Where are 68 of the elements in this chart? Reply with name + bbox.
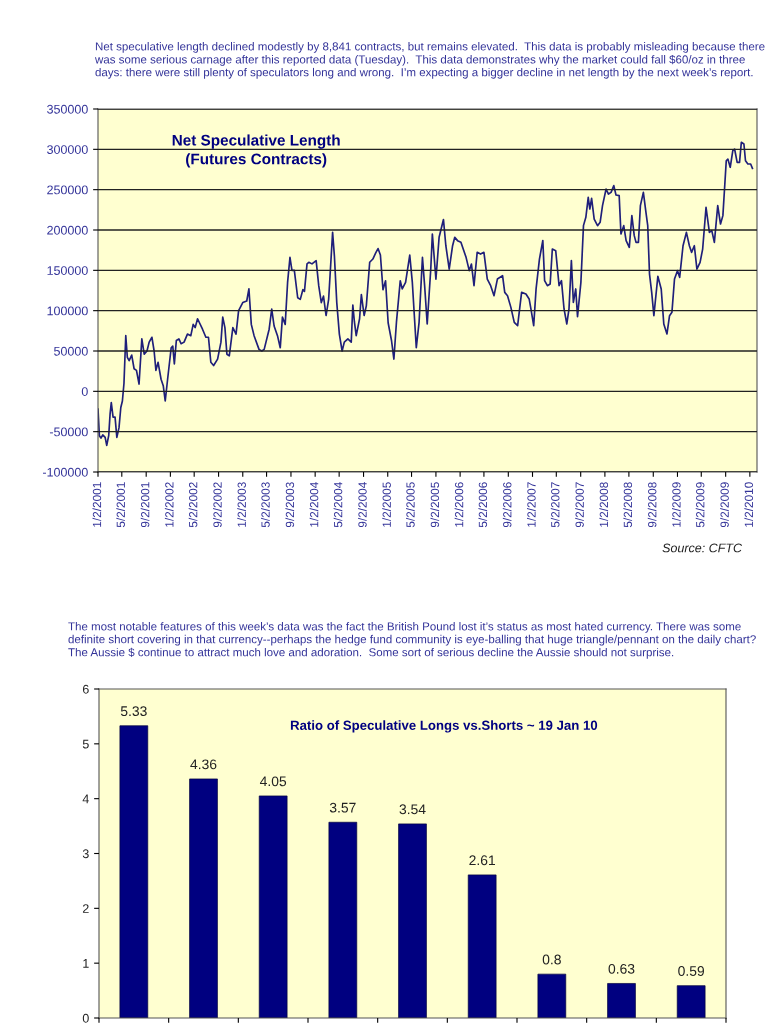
data-label: 0.8 bbox=[542, 954, 561, 965]
x-tick-label: 5/2/2007 bbox=[550, 482, 560, 528]
bar bbox=[189, 778, 218, 1018]
y-tick-label: 2 bbox=[82, 904, 89, 913]
x-tick-label: 5/2/2009 bbox=[695, 482, 705, 528]
x-tick-label: 5/2/2008 bbox=[623, 482, 633, 528]
x-tick-label: 9/2/2001 bbox=[140, 482, 150, 528]
bar bbox=[467, 874, 497, 1018]
x-tick-label: 5/2/2003 bbox=[261, 482, 270, 528]
data-label: 0.63 bbox=[608, 963, 635, 974]
x-tick-label: 9/2/2008 bbox=[647, 482, 657, 528]
y-tick-label: 4 bbox=[82, 794, 89, 804]
bar bbox=[119, 725, 149, 1018]
y-tick-label: 0 bbox=[82, 1013, 89, 1023]
y-tick-label: -100000 bbox=[42, 467, 88, 477]
x-tick-label: 5/2/2006 bbox=[478, 482, 488, 528]
source-note: Source: CFTC bbox=[662, 543, 743, 553]
text: The most notable features of this week’s data was the fact the British Pound lost it’s status as most hated currency. There was some definite short covering in that currency--perhaps the hedge fund community is eye-balling that huge triangle/pennant on the daily chart? The Aussie $ continue to attract much love and adoration. Some sort of serious decline the Aussie should not surprise. bbox=[68, 622, 756, 659]
x-tick-label: 1/2/2004 bbox=[309, 482, 319, 527]
x-tick-label: 1/2/2002 bbox=[164, 482, 174, 527]
x-tick-label: 1/2/2008 bbox=[599, 482, 609, 527]
x-tick-label: 1/2/2007 bbox=[527, 482, 536, 527]
x-tick-label: 5/2/2005 bbox=[406, 482, 415, 528]
data-label: 2.61 bbox=[469, 855, 496, 866]
bar bbox=[328, 821, 358, 1018]
data-label: 4.05 bbox=[259, 776, 287, 787]
bar bbox=[537, 973, 567, 1018]
data-label: 3.57 bbox=[329, 802, 356, 813]
x-tick-label: 5/2/2001 bbox=[116, 482, 125, 528]
x-tick-label: 1/2/2009 bbox=[671, 482, 681, 527]
y-tick-label: 250000 bbox=[47, 185, 88, 195]
data-label: 4.36 bbox=[190, 759, 217, 770]
x-tick-label: 1/2/2001 bbox=[92, 482, 102, 527]
bar bbox=[258, 795, 288, 1018]
bar bbox=[676, 985, 706, 1018]
x-tick-label: 1/2/2003 bbox=[237, 482, 246, 527]
text: Net Speculative Length (Futures Contracts) bbox=[172, 134, 340, 168]
data-label: 3.54 bbox=[399, 804, 426, 815]
data-label: 5.33 bbox=[120, 706, 147, 717]
text: Ratio of Speculative Longs vs.Shorts ~ 19 Jan 10 bbox=[290, 720, 598, 733]
bar bbox=[607, 983, 636, 1018]
x-tick-label: 5/2/2004 bbox=[333, 482, 343, 528]
y-tick-label: 50000 bbox=[54, 346, 88, 356]
y-tick-label: 6 bbox=[82, 684, 89, 694]
y-tick-label: -50000 bbox=[49, 427, 88, 437]
text: Net speculative length declined modestly by 8,841 contracts, but remains elevated. This data is probably misleading because there was some serious carnage after this reported data (Tuesday). This data demonstrates why the market could fall $60/oz in three days: there were still plenty of speculators long and wrong. I’m expecting a bigger decline in net length by the next week’s report. bbox=[94, 42, 765, 79]
y-tick-label: 350000 bbox=[47, 104, 88, 114]
x-tick-label: 9/2/2004 bbox=[358, 482, 367, 528]
x-tick-label: 9/2/2009 bbox=[720, 482, 729, 528]
y-tick-label: 1 bbox=[83, 959, 89, 968]
x-tick-label: 9/2/2002 bbox=[213, 482, 222, 528]
y-tick-label: 200000 bbox=[47, 225, 88, 235]
x-tick-label: 1/2/2005 bbox=[382, 482, 391, 527]
y-tick-label: 3 bbox=[82, 849, 89, 859]
x-tick-label: 5/2/2002 bbox=[188, 482, 198, 528]
x-tick-label: 1/2/2006 bbox=[454, 482, 464, 527]
x-tick-label: 9/2/2003 bbox=[285, 482, 295, 528]
x-tick-label: 9/2/2006 bbox=[502, 482, 512, 528]
x-tick-label: 1/2/2010 bbox=[744, 482, 754, 527]
y-tick-label: 5 bbox=[82, 739, 89, 749]
y-tick-label: 150000 bbox=[47, 266, 88, 275]
y-tick-label: 0 bbox=[81, 387, 88, 396]
x-tick-label: 9/2/2007 bbox=[575, 482, 584, 528]
bar bbox=[398, 823, 427, 1018]
data-label: 0.59 bbox=[678, 966, 705, 976]
y-tick-label: 100000 bbox=[47, 306, 88, 316]
y-tick-label: 300000 bbox=[47, 145, 88, 154]
x-tick-label: 9/2/2005 bbox=[430, 482, 440, 528]
